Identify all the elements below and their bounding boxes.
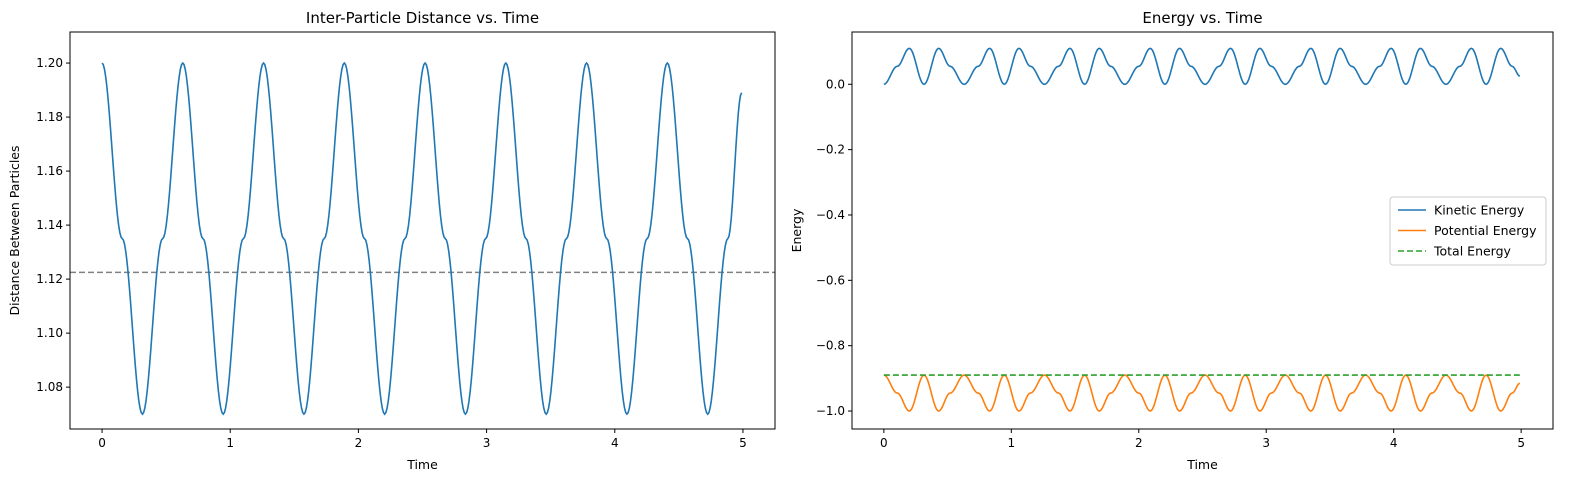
x-tick-label: 5 — [739, 436, 747, 450]
chart-title: Inter-Particle Distance vs. Time — [306, 9, 539, 27]
chart-title: Energy vs. Time — [1142, 9, 1262, 27]
series-group — [883, 47, 1521, 412]
x-tick-label: 1 — [226, 436, 234, 450]
plot-frame — [69, 31, 776, 430]
y-axis-label: Energy — [789, 208, 804, 252]
y-tick-label: 1.20 — [36, 56, 63, 70]
legend: Kinetic Energy Potential Energy Total Ener… — [1389, 196, 1547, 266]
x-tick-label: 3 — [1262, 436, 1270, 450]
y-tick-label: 1.10 — [36, 326, 63, 340]
y-tick-label: −1.0 — [816, 404, 845, 418]
x-tick-label: 1 — [1007, 436, 1015, 450]
x-tick-label: 4 — [1390, 436, 1398, 450]
plot-frame — [851, 31, 1554, 430]
series-line-0 — [101, 61, 743, 416]
y-tick-label: −0.4 — [816, 208, 845, 222]
y-tick-label: 1.14 — [36, 218, 63, 232]
y-tick-label: −0.2 — [816, 143, 845, 157]
x-tick-label: 2 — [355, 436, 363, 450]
y-tick-label: 1.16 — [36, 164, 63, 178]
y-tick-label: 1.08 — [36, 380, 63, 394]
legend-label: Total Energy — [1433, 244, 1512, 259]
y-tick-label: 1.12 — [36, 272, 63, 286]
series-group — [70, 61, 775, 416]
y-tick-label: −0.8 — [816, 339, 845, 353]
y-axis-label: Distance Between Particles — [7, 146, 22, 316]
x-axis-label: Time — [1186, 457, 1218, 472]
x-tick-label: 0 — [98, 436, 106, 450]
y-tick-label: −0.6 — [816, 273, 845, 287]
y-tick-label: 1.18 — [36, 110, 63, 124]
x-tick-label: 3 — [483, 436, 491, 450]
legend-label: Kinetic Energy — [1434, 203, 1525, 218]
energy-plot: Energy vs. Time 0 1 2 3 4 5 −1.0 −0.8 −0.6 −0.4 −0.… — [789, 9, 1554, 472]
legend-box — [1389, 196, 1547, 266]
x-tick-label: 4 — [611, 436, 619, 450]
x-tick-label: 5 — [1517, 436, 1525, 450]
x-tick-label: 0 — [880, 436, 888, 450]
legend-label: Potential Energy — [1434, 223, 1537, 238]
series-line-potential-energy — [883, 374, 1521, 412]
series-line-kinetic-energy — [883, 47, 1521, 86]
distance-plot: Inter-Particle Distance vs. Time 0 1 2 3 4 5 1.… — [7, 9, 776, 472]
x-tick-label: 2 — [1135, 436, 1143, 450]
y-tick-label: 0.0 — [826, 77, 845, 91]
x-axis-label: Time — [406, 457, 438, 472]
